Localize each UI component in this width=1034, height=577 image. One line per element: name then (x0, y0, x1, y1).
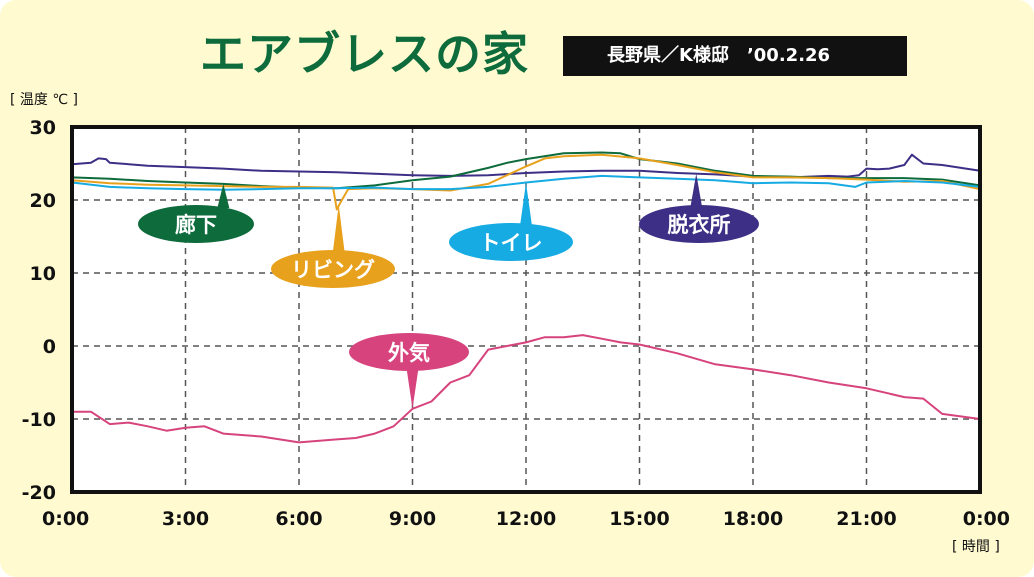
label-pointer (520, 182, 532, 226)
series-line-0 (71, 153, 981, 179)
y-tick-label: 20 (30, 190, 56, 212)
label-bubble (449, 223, 573, 261)
label-bubble (271, 250, 395, 288)
series-line-3 (71, 174, 981, 191)
x-tick-label: 9:00 (389, 508, 436, 530)
x-tick-label: 21:00 (836, 508, 896, 530)
series-label-2: トイレ (449, 182, 573, 261)
plot-frame (70, 125, 982, 494)
x-tick-label: 0:00 (42, 508, 89, 530)
x-tick-label: 6:00 (275, 508, 322, 530)
x-tick-label: 18:00 (723, 508, 783, 530)
label-text: リビング (291, 258, 375, 282)
series-line-4 (72, 334, 981, 444)
x-tick-label: 0:00 (963, 508, 1010, 530)
series-label-4: 外気 (349, 333, 469, 409)
label-text: 廊下 (175, 213, 217, 237)
series-layer (71, 151, 981, 444)
y-tick-label: -20 (22, 482, 56, 504)
label-bubble (349, 333, 469, 371)
x-tick-label: 15:00 (609, 508, 669, 530)
label-pointer (332, 204, 345, 253)
label-pointer (406, 368, 419, 409)
chart-title: エアブレスの家 (200, 27, 529, 81)
x-tick-label: 3:00 (162, 508, 209, 530)
y-axis: 30 20 10 0 -10 -20 (22, 117, 56, 504)
label-pointer (690, 173, 703, 208)
label-bubble (138, 205, 254, 243)
x-tick-label: 12:00 (496, 508, 556, 530)
label-text: 脱衣所 (668, 213, 731, 237)
y-axis-label: [ 温度 ℃ ] (10, 92, 78, 108)
label-text: 外気 (388, 341, 430, 365)
series-label-3: 脱衣所 (639, 173, 759, 243)
label-pointer (217, 183, 230, 208)
series-label-1: リビング (271, 204, 395, 288)
series-label-0: 廊下 (138, 183, 254, 243)
label-text: トイレ (480, 231, 543, 255)
y-tick-label: 10 (30, 263, 56, 285)
y-tick-label: 30 (30, 117, 56, 139)
label-bubble (639, 205, 759, 243)
y-tick-label: -10 (22, 409, 56, 431)
y-tick-label: 0 (43, 336, 56, 358)
x-axis: 0:00 3:00 6:00 9:00 12:00 15:00 18:00 21:00 0:00 (42, 508, 1010, 530)
x-axis-label: [ 時間 ] (952, 539, 1000, 555)
series-line-2 (71, 153, 981, 211)
chart-subtitle: 長野県／K様邸 ’00.2.26 (563, 36, 907, 76)
